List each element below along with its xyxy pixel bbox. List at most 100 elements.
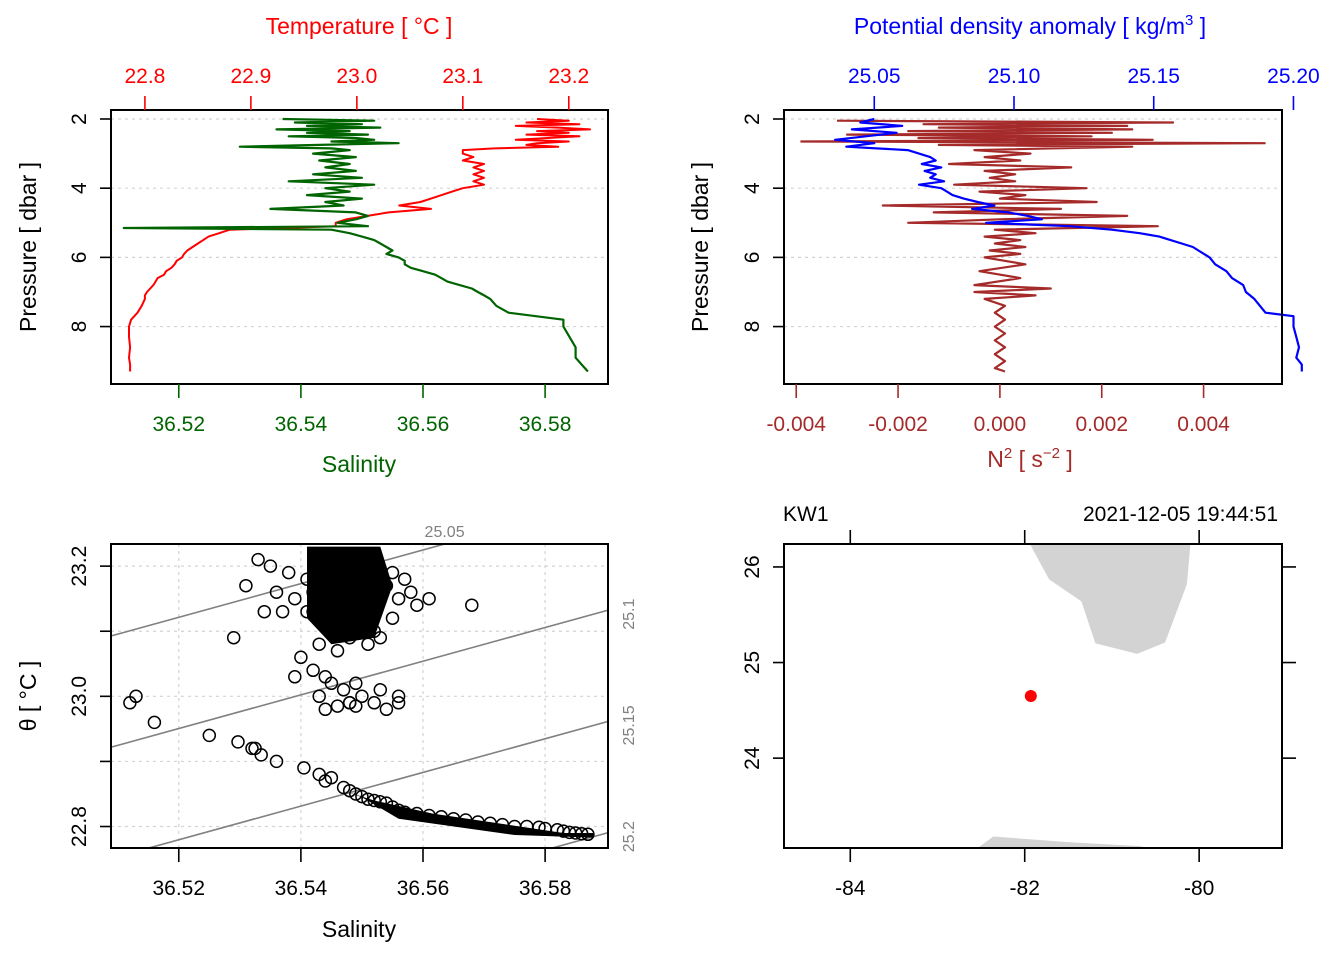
density-axis-title: Potential density anomaly [ kg/m3 ]: [854, 12, 1206, 39]
ts-point: [385, 611, 400, 625]
grid-lines: [111, 118, 608, 328]
grid-lines: [111, 544, 608, 848]
superscript: 3: [1185, 12, 1193, 29]
axis-ticks: 2 4 6 8 22.8 22.9 23.0 23.1 23.2 36.52 36.54 36.56 3…: [68, 65, 589, 436]
ts-point: [397, 572, 412, 586]
axis-ticks: -84 -82 -80 24 25 26: [741, 530, 1296, 900]
ts-point: [355, 789, 369, 804]
top-axis-tick-label: 23.1: [442, 65, 483, 88]
isopycnal-label: 25.05: [425, 524, 465, 541]
top-axis-tick-label: 25.20: [1267, 65, 1320, 88]
isopycnal-line: [549, 831, 608, 848]
salinity-tick-label: 36.52: [152, 877, 205, 900]
axis-ticks: 36.52 36.54 36.56 36.58 22.8 23.0 23.2: [68, 546, 571, 900]
pressure-tick-label: 8: [741, 321, 764, 333]
pressure-tick-label: 2: [68, 113, 91, 125]
ts-point: [294, 650, 308, 665]
ts-point: [330, 644, 345, 658]
bottom-axis-tick-label: 0.002: [1075, 413, 1128, 436]
pressure-tick-label: 6: [741, 252, 764, 264]
salinity-tick-label: 36.58: [519, 877, 572, 900]
longitude-tick-label: -80: [1184, 877, 1214, 900]
ts-point: [288, 591, 302, 606]
bottom-axis-tick-label: 36.52: [152, 413, 205, 436]
axis-ticks: 2 4 6 8 25.05 25.10 25.15 25.20 -0.004 -0.002 0.00…: [741, 65, 1320, 436]
ts-point: [312, 637, 326, 651]
ts-point: [231, 735, 245, 749]
pressure-tick-label: 6: [68, 252, 91, 264]
grid-lines: [784, 118, 1282, 328]
top-axis-tick-label: 25.15: [1127, 65, 1180, 88]
ts-point: [269, 585, 284, 599]
plot-frame: [783, 543, 1283, 849]
profile-lines: [122, 117, 591, 373]
pressure-tick-label: 2: [741, 113, 764, 125]
ts-points: [123, 546, 595, 842]
station-name-label: KW1: [783, 503, 829, 526]
profile-lines: [800, 117, 1303, 373]
bottom-axis-tick-label: 0.004: [1177, 413, 1230, 436]
n2-axis-title: N2 [ s−2 ]: [987, 445, 1073, 472]
coastline-land: [977, 544, 1191, 848]
ts-point: [367, 696, 381, 710]
bracket: ]: [1193, 13, 1206, 39]
ts-point: [391, 591, 406, 606]
ts-point: [254, 748, 268, 762]
salinity-tick-label: 36.54: [275, 877, 328, 900]
salinity-line: [122, 117, 589, 373]
longitude-tick-label: -82: [1010, 877, 1040, 900]
pressure-tick-label: 4: [741, 182, 764, 194]
theta-tick-label: 22.8: [68, 806, 91, 847]
isopycnal-label: 25.1: [621, 599, 638, 630]
salinity-axis-title: Salinity: [322, 916, 397, 942]
ts-point: [355, 689, 369, 704]
ts-point: [324, 770, 339, 785]
station-map-panel: -84 -82 -80 24 25 26 KW1 2021-12-05 19:44:51: [741, 503, 1296, 900]
ts-point: [251, 552, 265, 567]
pressure-axis-title: Pressure [ dbar ]: [687, 162, 713, 332]
temperature-salinity-profile-panel: 2 4 6 8 22.8 22.9 23.0 23.1 23.2 36.52 36.54 36.56 3…: [15, 13, 609, 477]
ts-point: [404, 585, 418, 599]
temperature-axis-title: Temperature [ °C ]: [266, 13, 453, 39]
isopycnal-label: 25.15: [621, 705, 638, 745]
pressure-tick-label: 8: [68, 321, 91, 333]
ts-point: [349, 676, 363, 691]
density-line: [834, 117, 1303, 372]
ts-point: [410, 598, 424, 612]
ts-point: [281, 565, 296, 580]
bottom-axis-tick-label: 0.000: [974, 413, 1027, 436]
pressure-axis-title: Pressure [ dbar ]: [15, 162, 41, 332]
density-axis-title-text: Potential density anomaly [ kg/m: [854, 13, 1185, 39]
n2-line: [800, 119, 1266, 373]
theta-tick-label: 23.0: [68, 676, 91, 717]
isopycnal-label: 25.2: [621, 821, 638, 852]
ts-point: [318, 702, 333, 717]
latitude-tick-label: 26: [741, 555, 764, 578]
bottom-axis-tick-label: 36.56: [397, 413, 450, 436]
top-axis-tick-label: 22.8: [124, 65, 165, 88]
density-n2-profile-panel: 2 4 6 8 25.05 25.10 25.15 25.20 -0.004 -0.002 0.00…: [687, 12, 1320, 472]
plot-frame: [783, 109, 1283, 385]
station-dot: [1024, 690, 1037, 702]
ts-point: [129, 689, 143, 704]
latitude-tick-label: 24: [741, 746, 764, 770]
ts-point: [288, 670, 302, 684]
salinity-tick-label: 36.56: [397, 877, 450, 900]
datetime-label: 2021-12-05 19:44:51: [1083, 503, 1278, 526]
bottom-axis-tick-label: 36.54: [275, 413, 328, 436]
ts-point: [391, 689, 406, 704]
salinity-axis-title: Salinity: [322, 451, 397, 477]
top-axis-tick-label: 23.0: [336, 65, 377, 88]
ts-point: [312, 689, 326, 704]
ts-point: [361, 637, 375, 651]
ts-point: [257, 604, 272, 619]
top-axis-tick-label: 22.9: [230, 65, 271, 88]
ts-point: [373, 683, 388, 697]
station-marker: [1024, 690, 1037, 702]
temperature-line: [128, 118, 591, 372]
ts-point: [245, 741, 259, 756]
ts-point: [202, 728, 217, 743]
ts-point: [306, 663, 320, 678]
top-axis-tick-label: 25.05: [848, 65, 901, 88]
